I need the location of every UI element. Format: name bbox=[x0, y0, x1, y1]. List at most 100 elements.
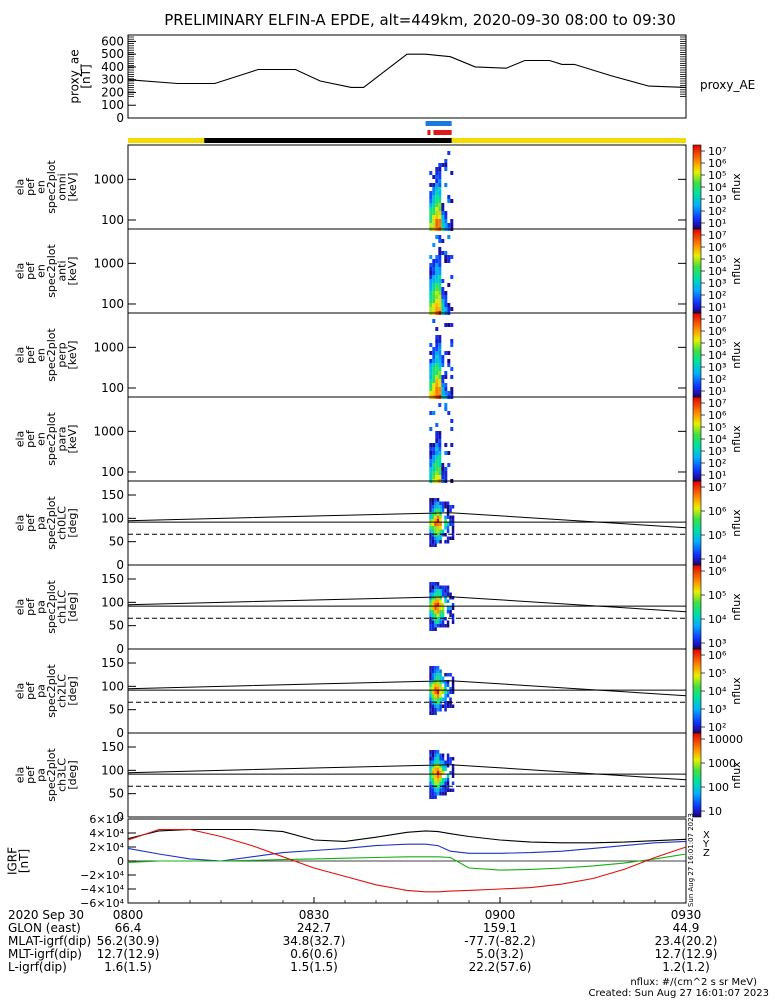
energy-spectrogram-pixel bbox=[444, 163, 448, 167]
energy-spectrogram-pixel bbox=[429, 303, 433, 307]
energy-spectrogram-pixel bbox=[432, 359, 436, 363]
energy-spectrogram-pixel bbox=[432, 459, 436, 463]
energy-spectrogram-pixel bbox=[429, 411, 433, 415]
pa-spectrogram-pixel bbox=[446, 788, 450, 792]
pa-ytick-label: 50 bbox=[109, 703, 124, 717]
pa-spectrogram-pixel bbox=[451, 767, 455, 771]
igrf-ytick-label: −6×10⁴ bbox=[80, 897, 124, 910]
energy-spectrogram-pixel bbox=[438, 183, 442, 187]
energy-ylabel-anti-line-3: spec2plot bbox=[45, 244, 58, 298]
footer-row-value: 12.7(12.9) bbox=[96, 947, 160, 961]
energy-spectrogram-pixel bbox=[435, 299, 439, 303]
pa-spectrogram-pixel bbox=[441, 508, 445, 512]
pa-spectrogram-pixel bbox=[439, 515, 442, 519]
pa-spectrogram-pixel bbox=[434, 778, 437, 782]
energy-spectrogram-pixel bbox=[441, 291, 445, 295]
pa-spectrogram-pixel bbox=[444, 680, 447, 684]
energy-spectrogram-pixel bbox=[444, 291, 448, 295]
pa-spectrogram-pixel bbox=[436, 617, 440, 621]
energy-spectrogram-pixel bbox=[438, 267, 442, 271]
colorbar-5-tick-label: 10³ bbox=[708, 637, 726, 650]
energy-spectrogram-pixel bbox=[429, 195, 433, 199]
pa-spectrogram-pixel bbox=[449, 610, 452, 614]
pa-spectrogram-pixel bbox=[441, 589, 445, 593]
pa-spectrogram-pixel bbox=[446, 606, 450, 610]
pa-spectrogram-pixel bbox=[434, 529, 437, 533]
energy-spectrogram-pixel bbox=[438, 167, 442, 171]
pa-panel-frame-ch1LC bbox=[127, 564, 687, 650]
pa-spectrogram-pixel bbox=[439, 603, 442, 607]
energy-spectrogram-pixel bbox=[432, 275, 436, 279]
pa-ytick-label: 100 bbox=[101, 763, 124, 777]
pa-spectrogram-pixel bbox=[439, 508, 442, 512]
pa-spectrogram-pixel bbox=[434, 627, 437, 631]
pa-spectrogram-pixel bbox=[431, 592, 435, 596]
energy-spectrogram-pixel bbox=[435, 259, 439, 263]
pa-spectrogram-pixel bbox=[436, 508, 440, 512]
colorbar-6-tick-label: 10⁴ bbox=[708, 685, 727, 698]
energy-spectrogram-pixel bbox=[438, 299, 442, 303]
colorbar-3-tick-label: 10⁴ bbox=[708, 433, 727, 446]
pa-spectrogram-pixel bbox=[441, 764, 445, 768]
energy-spectrogram-pixel bbox=[444, 351, 448, 355]
energy-spectrogram-pixel bbox=[444, 167, 448, 171]
energy-spectrogram-pixel bbox=[447, 463, 451, 467]
energy-spectrogram-pixel bbox=[429, 279, 433, 283]
pa-spectrogram-pixel bbox=[431, 610, 435, 614]
pa-spectrogram-pixel bbox=[439, 624, 442, 628]
pa-spectrogram-pixel bbox=[434, 540, 437, 544]
pa-spectrogram-pixel bbox=[429, 620, 432, 624]
pa-spectrogram-pixel bbox=[434, 690, 437, 694]
energy-spectrogram-pixel bbox=[438, 375, 442, 379]
pa-spectrogram-pixel bbox=[439, 519, 442, 523]
energy-spectrogram-pixel bbox=[441, 355, 445, 359]
pa-spectrogram-pixel bbox=[429, 617, 432, 621]
pa-spectrogram-pixel bbox=[446, 624, 450, 628]
pa-spectrogram-pixel bbox=[441, 613, 445, 617]
ae-ylabel-line-1: [nT] bbox=[79, 64, 93, 88]
igrf-series-total bbox=[127, 828, 687, 893]
colorbar-0-tick-label: 10⁶ bbox=[708, 157, 727, 170]
energy-spectrogram-pixel bbox=[429, 427, 433, 431]
pa-spectrogram-pixel bbox=[436, 498, 440, 502]
pa-spectrogram-pixel bbox=[431, 543, 435, 547]
pa-upper-line bbox=[127, 596, 687, 613]
energy-spectrogram-pixel bbox=[429, 275, 433, 279]
energy-spectrogram-pixel bbox=[438, 459, 442, 463]
colorbar-0-tick-label: 10¹ bbox=[708, 217, 726, 230]
pa-spectrogram-pixel bbox=[436, 767, 440, 771]
energy-spectrogram-pixel bbox=[438, 187, 442, 191]
energy-spectrogram-pixel bbox=[444, 183, 448, 187]
pa-spectrogram-pixel bbox=[431, 540, 435, 544]
pa-spectrogram-pixel bbox=[441, 690, 445, 694]
pa-spectrogram-pixel bbox=[431, 781, 435, 785]
pa-spectrogram-pixel bbox=[439, 764, 442, 768]
footer-row-value: 22.2(57.6) bbox=[468, 960, 532, 974]
colorbar-0-tick-label: 10⁵ bbox=[708, 169, 726, 182]
energy-spectrogram-pixel bbox=[435, 435, 439, 439]
pa-spectrogram-pixel bbox=[429, 585, 432, 589]
energy-spectrogram-pixel bbox=[429, 271, 433, 275]
pa-spectrogram-pixel bbox=[451, 620, 455, 624]
footer-row-value: 0800 bbox=[112, 908, 144, 922]
pa-spectrogram-pixel bbox=[449, 592, 452, 596]
colorbar-0-label: nflux bbox=[730, 173, 743, 201]
energy-spectrogram-pixel bbox=[441, 363, 445, 367]
pa-spectrogram-pixel bbox=[434, 704, 437, 708]
pa-spectrogram-pixel bbox=[431, 617, 435, 621]
footer-row-label: L-igrf(dip) bbox=[8, 960, 67, 974]
pa-spectrogram-pixel bbox=[436, 704, 440, 708]
pa-spectrogram-pixel bbox=[429, 606, 432, 610]
pa-spectrogram-pixel bbox=[429, 529, 432, 533]
energy-spectrogram-pixel bbox=[429, 371, 433, 375]
energy-spectrogram-pixel bbox=[438, 179, 442, 183]
energy-spectrogram-pixel bbox=[429, 359, 433, 363]
energy-spectrogram-pixel bbox=[435, 471, 439, 475]
energy-spectrogram-pixel bbox=[441, 279, 445, 283]
energy-spectrogram-pixel bbox=[441, 387, 445, 391]
pa-ylabel-ch1LC-line-1: pef bbox=[24, 597, 37, 616]
energy-spectrogram-pixel bbox=[432, 455, 436, 459]
energy-spectrogram-pixel bbox=[432, 383, 436, 387]
pa-spectrogram-pixel bbox=[434, 680, 437, 684]
energy-spectrogram-pixel bbox=[438, 359, 442, 363]
